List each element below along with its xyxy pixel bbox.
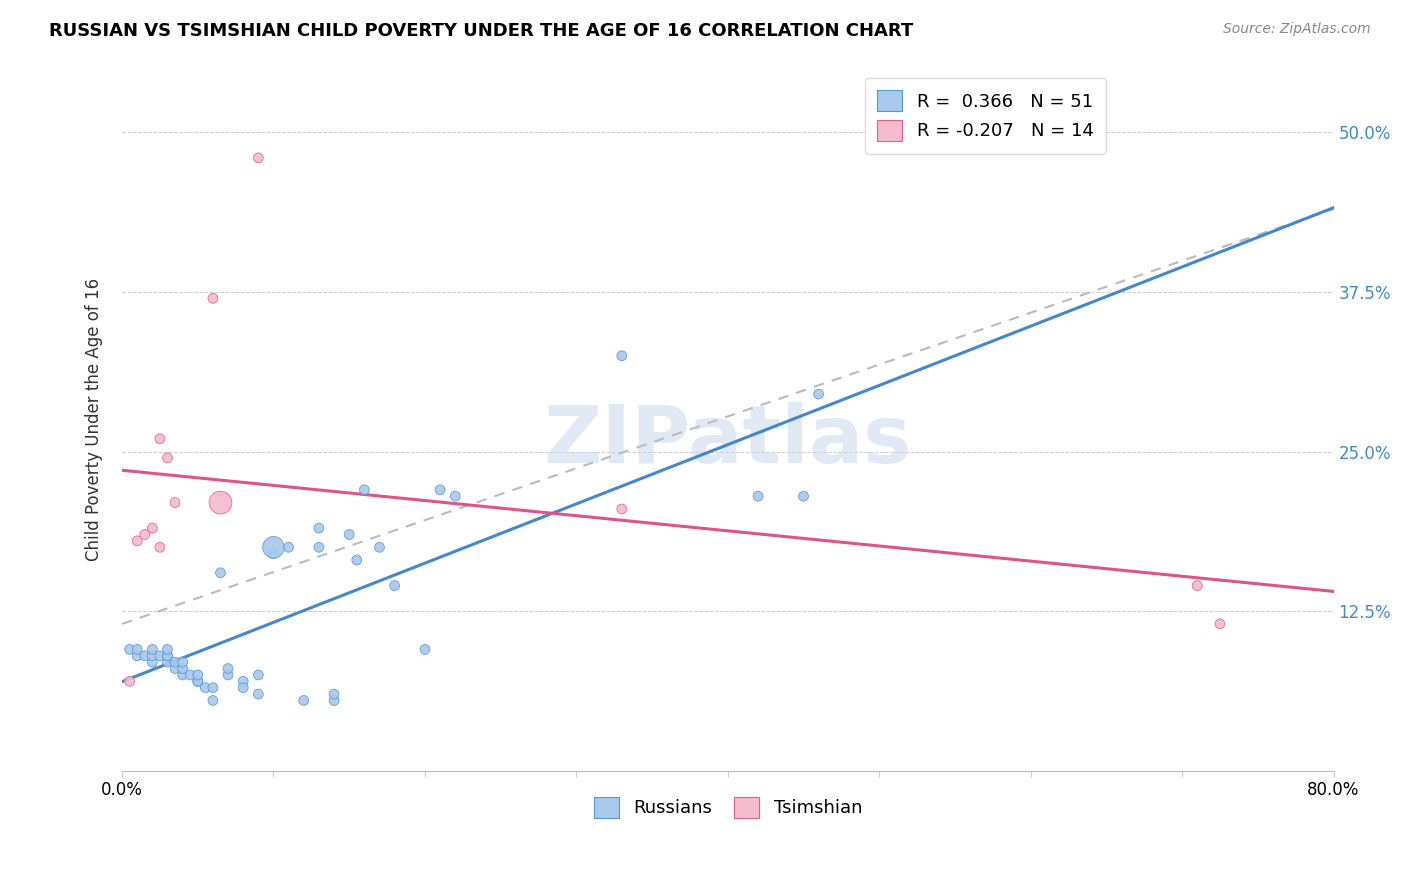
- Point: [172, 655, 194, 669]
- Point: [118, 674, 141, 689]
- Legend: Russians, Tsimshian: Russians, Tsimshian: [586, 789, 869, 825]
- Point: [187, 674, 209, 689]
- Point: [127, 533, 149, 548]
- Point: [156, 642, 179, 657]
- Point: [747, 489, 769, 503]
- Point: [337, 527, 360, 541]
- Point: [232, 681, 254, 695]
- Point: [172, 668, 194, 682]
- Point: [247, 687, 270, 701]
- Point: [201, 291, 224, 305]
- Point: [792, 489, 814, 503]
- Point: [610, 349, 633, 363]
- Point: [247, 668, 270, 682]
- Text: ZIPatlas: ZIPatlas: [544, 401, 912, 480]
- Point: [172, 662, 194, 676]
- Point: [217, 668, 239, 682]
- Point: [156, 648, 179, 663]
- Point: [187, 668, 209, 682]
- Point: [165, 662, 187, 676]
- Point: [308, 541, 330, 555]
- Point: [353, 483, 375, 497]
- Point: [149, 541, 172, 555]
- Point: [179, 668, 201, 682]
- Point: [384, 578, 406, 592]
- Text: RUSSIAN VS TSIMSHIAN CHILD POVERTY UNDER THE AGE OF 16 CORRELATION CHART: RUSSIAN VS TSIMSHIAN CHILD POVERTY UNDER…: [49, 22, 914, 40]
- Point: [413, 642, 436, 657]
- Point: [187, 674, 209, 689]
- Point: [141, 521, 163, 535]
- Point: [201, 681, 224, 695]
- Point: [807, 387, 830, 401]
- Point: [156, 655, 179, 669]
- Point: [156, 450, 179, 465]
- Point: [156, 648, 179, 663]
- Point: [323, 687, 346, 701]
- Point: [209, 566, 232, 580]
- Point: [118, 642, 141, 657]
- Point: [194, 681, 217, 695]
- Point: [232, 674, 254, 689]
- Point: [141, 655, 163, 669]
- Point: [217, 662, 239, 676]
- Point: [263, 541, 285, 555]
- Point: [263, 547, 285, 561]
- Point: [292, 693, 315, 707]
- Y-axis label: Child Poverty Under the Age of 16: Child Poverty Under the Age of 16: [86, 278, 103, 561]
- Point: [429, 483, 451, 497]
- Point: [209, 495, 232, 509]
- Point: [165, 495, 187, 509]
- Point: [444, 489, 467, 503]
- Point: [277, 541, 299, 555]
- Point: [165, 655, 187, 669]
- Point: [247, 151, 270, 165]
- Point: [134, 648, 156, 663]
- Point: [346, 553, 368, 567]
- Text: Source: ZipAtlas.com: Source: ZipAtlas.com: [1223, 22, 1371, 37]
- Point: [323, 693, 346, 707]
- Point: [134, 527, 156, 541]
- Point: [308, 521, 330, 535]
- Point: [1209, 616, 1232, 631]
- Point: [127, 648, 149, 663]
- Point: [610, 502, 633, 516]
- Point: [141, 642, 163, 657]
- Point: [1187, 578, 1209, 592]
- Point: [141, 648, 163, 663]
- Point: [149, 648, 172, 663]
- Point: [201, 693, 224, 707]
- Point: [149, 432, 172, 446]
- Point: [127, 642, 149, 657]
- Point: [368, 541, 391, 555]
